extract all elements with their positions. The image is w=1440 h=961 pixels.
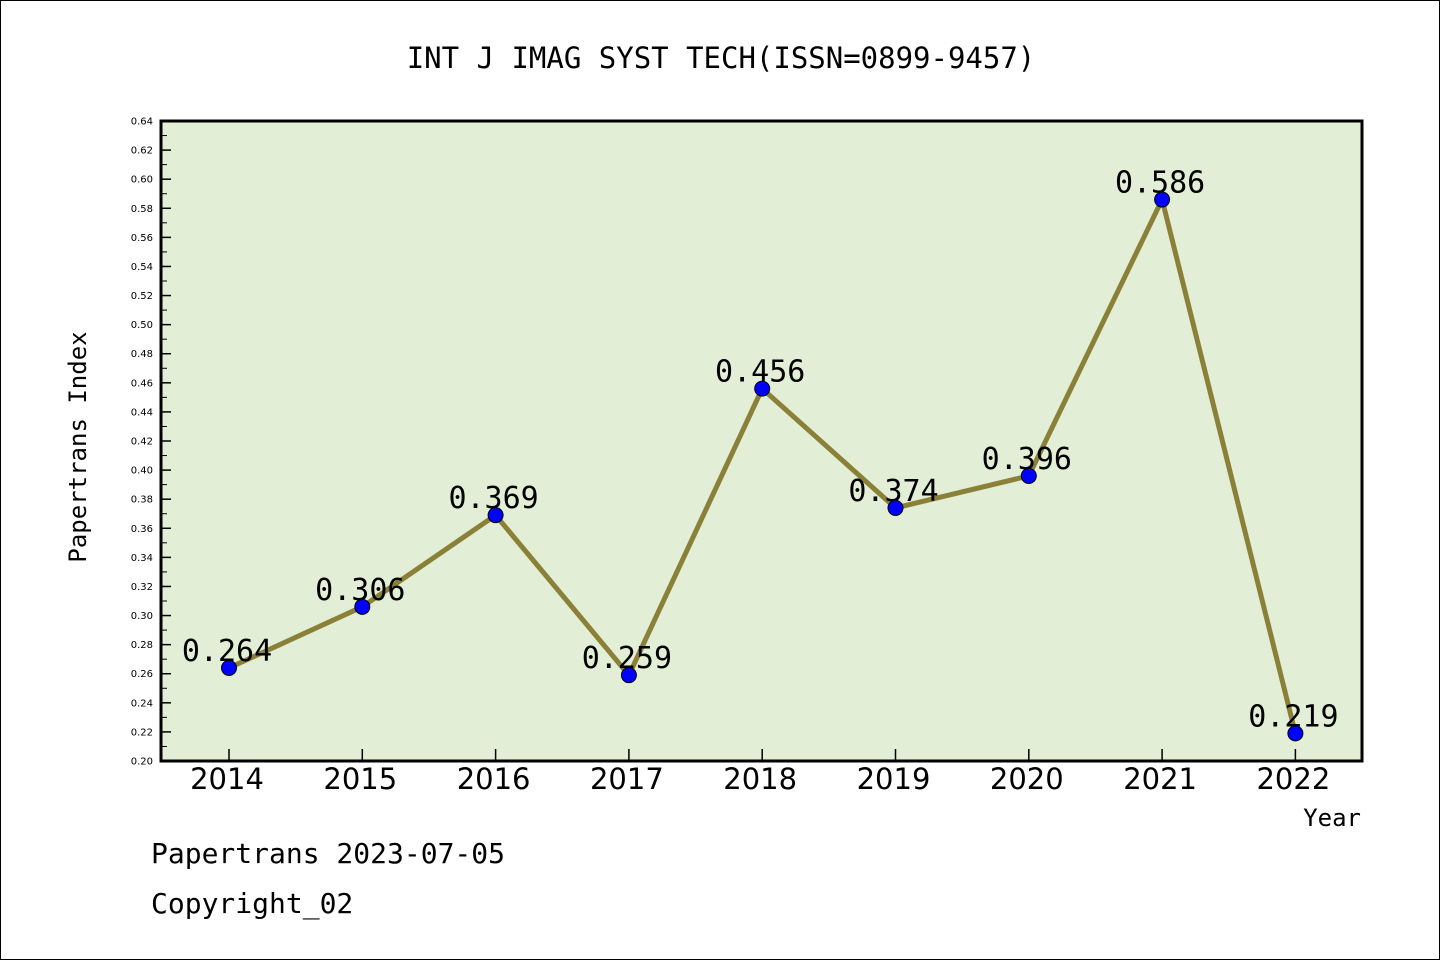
data-point <box>221 659 237 676</box>
data-label: 0.264 <box>182 634 272 669</box>
x-axis: 2014 2015 2016 2017 2018 2019 2020 2021 2022 <box>190 749 1330 796</box>
y-axis-title: Papertrans Index <box>64 331 92 562</box>
x-tick-label: 2022 <box>1256 762 1330 796</box>
data-point <box>354 598 371 615</box>
y-tick-label: 0.60 <box>131 175 153 186</box>
y-tick-label: 0.36 <box>131 524 153 535</box>
x-tick-label: 2020 <box>990 762 1064 796</box>
data-point <box>887 499 904 516</box>
chart-title: INT J IMAG SYST TECH(ISSN=0899-9457) <box>407 41 1036 75</box>
y-tick-label: 0.38 <box>131 495 153 506</box>
x-tick-label: 2015 <box>323 762 397 796</box>
y-tick-label: 0.28 <box>131 640 153 651</box>
y-tick-label: 0.24 <box>131 698 153 709</box>
y-tick-label: 0.52 <box>131 291 153 302</box>
plot-area <box>159 119 1364 763</box>
data-series <box>221 191 1304 742</box>
data-label: 0.369 <box>448 481 538 516</box>
data-point <box>487 507 504 524</box>
x-tick-label: 2018 <box>723 762 797 796</box>
data-labels: 0.264 0.306 0.369 0.259 0.456 0.374 0.396 0.586… <box>182 166 1339 735</box>
y-tick-label: 0.48 <box>131 349 153 360</box>
y-tick-label: 0.50 <box>131 320 153 331</box>
y-tick-label: 0.20 <box>131 757 153 768</box>
x-tick-label: 2014 <box>190 762 264 796</box>
data-point <box>620 667 637 684</box>
y-tick-label: 0.42 <box>131 437 153 448</box>
data-point <box>1154 191 1171 208</box>
data-label: 0.259 <box>582 641 672 676</box>
y-tick-label: 0.30 <box>131 611 153 622</box>
y-tick-label: 0.46 <box>131 378 153 389</box>
y-tick-label: 0.22 <box>131 727 153 738</box>
x-axis-title: Year <box>1303 804 1361 832</box>
x-tick-label: 2019 <box>857 762 931 796</box>
data-label: 0.374 <box>848 474 938 509</box>
data-label: 0.586 <box>1115 166 1205 201</box>
data-point <box>1287 725 1304 742</box>
y-tick-label: 0.34 <box>131 553 153 564</box>
data-label: 0.219 <box>1248 699 1338 734</box>
y-tick-label: 0.44 <box>131 407 153 418</box>
y-tick-label: 0.58 <box>131 204 153 215</box>
y-tick-label: 0.54 <box>131 262 153 273</box>
y-axis: 0.20 0.22 0.24 0.26 0.28 0.30 0.32 0.34 0.36 0.38… <box>131 117 171 768</box>
data-label: 0.306 <box>315 573 405 608</box>
y-tick-label: 0.64 <box>131 117 153 128</box>
x-tick-label: 2016 <box>457 762 531 796</box>
data-point <box>1020 467 1037 484</box>
y-tick-label: 0.26 <box>131 669 153 680</box>
data-label: 0.396 <box>982 442 1072 477</box>
y-tick-label: 0.62 <box>131 146 153 157</box>
x-tick-label: 2021 <box>1123 762 1197 796</box>
x-tick-label: 2017 <box>590 762 664 796</box>
y-tick-label: 0.40 <box>131 466 153 477</box>
y-tick-label: 0.32 <box>131 582 153 593</box>
data-point <box>754 380 771 397</box>
data-label: 0.456 <box>715 355 805 390</box>
y-tick-label: 0.56 <box>131 233 153 244</box>
footer-copyright-text: Copyright_02 <box>151 887 354 920</box>
footer-date-text: Papertrans 2023-07-05 <box>151 837 506 870</box>
